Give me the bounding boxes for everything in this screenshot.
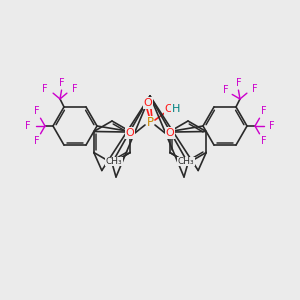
Text: F: F [224, 85, 229, 95]
Text: F: F [236, 78, 241, 88]
Text: F: F [34, 136, 39, 146]
Text: F: F [59, 78, 64, 88]
Text: H: H [172, 104, 180, 114]
Text: O: O [144, 98, 152, 108]
Text: P: P [146, 116, 154, 130]
Text: O: O [165, 104, 173, 114]
Text: CH₃: CH₃ [178, 157, 194, 166]
Text: F: F [72, 84, 78, 94]
Text: F: F [261, 136, 266, 146]
Text: F: F [34, 106, 39, 116]
Text: O: O [166, 128, 174, 138]
Text: CH₃: CH₃ [106, 157, 122, 166]
Text: F: F [252, 84, 258, 94]
Text: F: F [42, 84, 48, 94]
Text: F: F [261, 106, 266, 116]
Text: O: O [126, 128, 134, 138]
Text: F: F [25, 121, 31, 131]
Text: F: F [269, 121, 275, 131]
